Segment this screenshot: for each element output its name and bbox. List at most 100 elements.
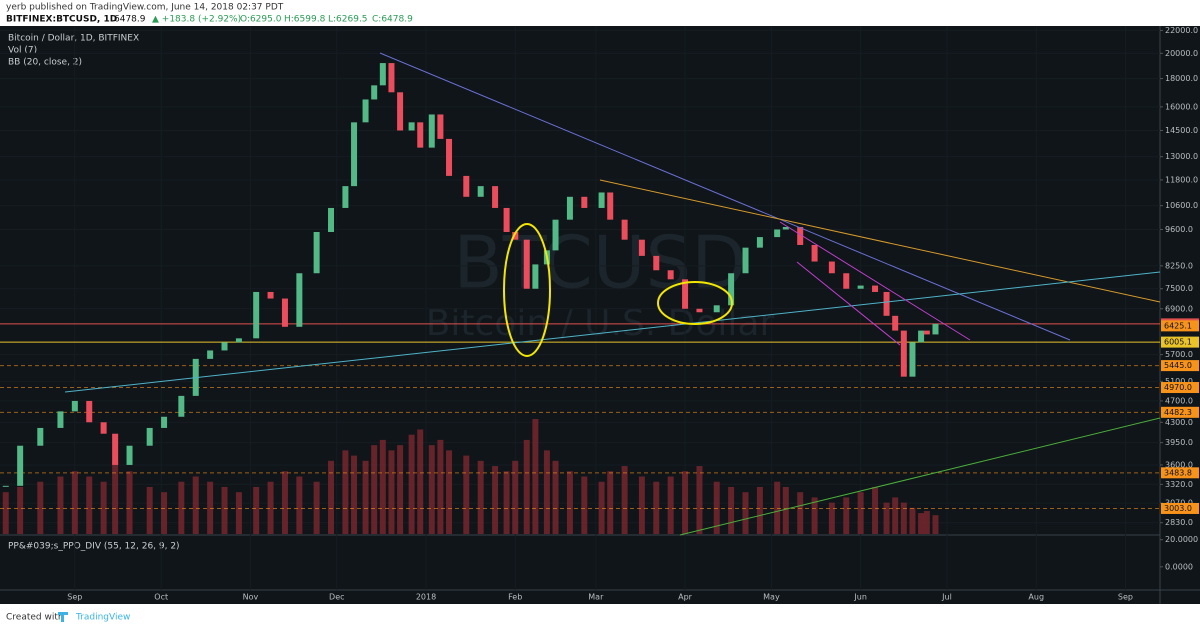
volume-bar	[900, 502, 907, 534]
footer-created: Created with	[6, 613, 64, 623]
volume-bar	[126, 471, 133, 534]
volume-bar	[86, 476, 93, 534]
volume-bar	[328, 460, 335, 534]
candle	[607, 192, 614, 220]
candle	[477, 186, 484, 197]
volume-bar	[811, 497, 818, 534]
candle	[253, 291, 260, 339]
volume-bar	[178, 481, 185, 534]
volume-bar	[371, 445, 378, 534]
volume-bar	[100, 481, 107, 534]
candle	[756, 237, 763, 248]
y-tick-label: 6900.0	[1165, 304, 1193, 313]
level-tag	[1161, 406, 1199, 418]
candle	[207, 350, 214, 359]
volume-bar	[477, 460, 484, 534]
volume-bar	[598, 481, 605, 534]
candle	[371, 85, 378, 100]
candle	[828, 261, 835, 274]
y-tick-label: 11800.0	[1165, 175, 1198, 184]
volume-bar	[713, 481, 720, 534]
candle	[446, 138, 453, 176]
change: ▲ +183.8 (+2.92%)	[152, 15, 241, 25]
candle	[667, 270, 674, 280]
volume-bar	[146, 486, 153, 534]
x-tick-label: Sep	[1118, 593, 1133, 602]
volume-bar	[543, 450, 550, 534]
candle	[379, 63, 386, 86]
volume-bar	[872, 486, 879, 534]
volume-bar	[638, 476, 645, 534]
level-tag	[1161, 467, 1199, 479]
candle	[843, 273, 850, 289]
level-label: 6005.1	[1164, 338, 1192, 347]
open: O:6295.0	[240, 15, 282, 25]
y-tick-label: 4700.0	[1165, 396, 1193, 405]
x-tick-label: Oct	[154, 593, 168, 602]
candle	[328, 207, 335, 232]
watermark-ticker: BTCUSD	[453, 221, 746, 305]
volume-bar	[267, 481, 274, 534]
candle	[388, 63, 395, 93]
volume-bar	[797, 492, 804, 534]
highlight-ellipse	[657, 281, 733, 325]
y-tick-label: 7500.0	[1165, 284, 1193, 293]
candle	[503, 207, 510, 232]
candle	[146, 427, 153, 446]
volume-bar	[932, 515, 939, 534]
y-tick-label: 18000.0	[1165, 74, 1198, 83]
legend-bands: BB (20, close, 2)	[8, 58, 82, 68]
y-tick-label: 10600.0	[1165, 201, 1198, 210]
candle	[463, 175, 470, 197]
y-tick-label: 16000.0	[1165, 102, 1198, 111]
volume-bar	[667, 476, 674, 534]
volume-bar	[774, 481, 781, 534]
candle	[883, 291, 890, 316]
candle	[221, 342, 228, 351]
trend-line	[679, 417, 1161, 536]
highlight-ellipse	[503, 223, 551, 357]
volume-bar	[207, 481, 214, 534]
x-tick-label: Mar	[588, 593, 604, 602]
level-label: 6425.1	[1164, 321, 1192, 330]
volume-bar	[351, 455, 358, 534]
candle	[797, 226, 804, 245]
x-tick-label: Apr	[678, 593, 693, 602]
trend-line	[599, 179, 1161, 303]
volume-bar	[512, 460, 519, 534]
volume-bar	[532, 419, 539, 534]
volume-bar	[463, 455, 470, 534]
x-tick-label: Sep	[67, 593, 82, 602]
volume-bar	[192, 476, 199, 534]
footer-bg	[0, 604, 1200, 628]
volume-bar	[379, 439, 386, 534]
volume-bar	[923, 511, 930, 534]
candle	[235, 338, 242, 343]
candle	[892, 315, 899, 331]
candle	[774, 229, 781, 238]
volume-bar	[71, 471, 78, 534]
candle	[17, 445, 24, 486]
y-tick-label: 3320.0	[1165, 480, 1193, 489]
level-label: 3483.8	[1164, 468, 1192, 477]
x-tick-label: Nov	[243, 593, 259, 602]
volume-bar	[281, 471, 288, 534]
level-label: 5445.0	[1164, 361, 1192, 370]
y-tick-label: 5100.0	[1165, 377, 1193, 386]
candle	[281, 298, 288, 327]
volume-bar	[235, 492, 242, 534]
candle	[728, 273, 735, 306]
level-tag	[1161, 382, 1199, 394]
candle	[362, 99, 369, 123]
trend-line	[779, 221, 971, 341]
volume-bar	[428, 445, 435, 534]
candle	[552, 219, 559, 251]
ppo-tick-label: 0.0000	[1165, 562, 1193, 571]
symbol: BITFINEX:BTCUSD, 1D	[6, 15, 117, 25]
y-tick-label: 13000.0	[1165, 152, 1198, 161]
footer-brand[interactable]: TradingView	[75, 613, 130, 623]
volume-bar	[408, 434, 415, 534]
high: H:6599.8	[284, 15, 326, 25]
candle	[923, 330, 930, 335]
